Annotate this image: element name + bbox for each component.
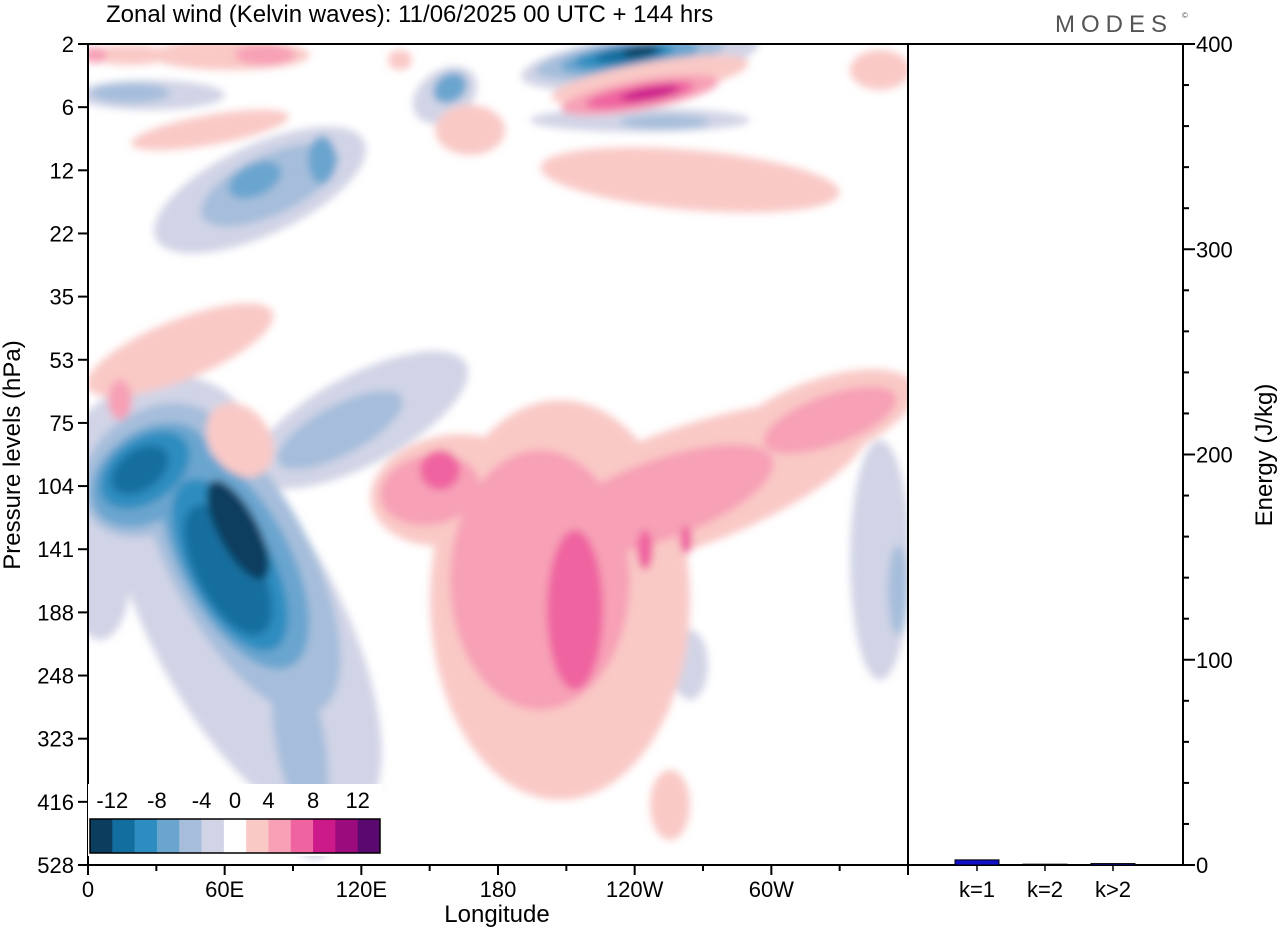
neg-wave-lower-contour	[271, 661, 329, 819]
pos-band-left-contour	[131, 109, 289, 151]
energy-y-tick-label: 0	[1196, 853, 1208, 878]
neg-wave-lower-contour	[277, 390, 403, 470]
pos-upper-right-contour	[88, 47, 107, 63]
neg-top-right-contour	[433, 72, 467, 104]
energy-bars	[954, 859, 1136, 866]
y-tick-label: 528	[37, 853, 74, 878]
y-tick-label: 416	[37, 790, 74, 815]
colorbar-swatch	[90, 819, 113, 853]
pos-upper-right-contour	[540, 147, 840, 213]
colorbar-swatch	[335, 819, 359, 853]
colorbar-swatch	[313, 819, 336, 853]
colorbar-label: -8	[147, 788, 167, 813]
colorbar-swatch	[112, 819, 136, 853]
colorbar-label: 12	[345, 788, 369, 813]
pos-wave-lower-contour	[546, 444, 774, 556]
neg-band-mid-contour	[308, 136, 336, 184]
energy-y-tick-label: 200	[1196, 443, 1233, 468]
pos-wave-lower-contour	[420, 450, 460, 490]
energy-axis-label: Energy (J/kg)	[1251, 384, 1278, 527]
neg-wave-lower-contour	[206, 480, 270, 580]
colorbar: -12 -8 -4 0 4 8 12	[88, 784, 382, 856]
pos-wave-lower-contour	[650, 770, 690, 840]
neg-wave-lower-contour	[111, 445, 169, 495]
energy-y-axis: 0 100 200 300 400	[1183, 32, 1233, 878]
pos-upper-right-contour	[850, 50, 908, 90]
colorbar-label: -4	[192, 788, 212, 813]
y-tick-label: 12	[50, 158, 74, 183]
energy-y-tick-label: 100	[1196, 648, 1233, 673]
energy-bar-k=1	[954, 859, 1000, 866]
colorbar-label: 4	[262, 788, 274, 813]
energy-y-tick-label: 400	[1196, 32, 1233, 57]
energy-x-tick-label: k=2	[1027, 877, 1063, 902]
colorbar-frame	[89, 818, 381, 854]
x-tick-label: 60E	[205, 877, 244, 902]
y-tick-label: 188	[37, 600, 74, 625]
energy-y-tick-label: 300	[1196, 237, 1233, 262]
y-tick-label: 35	[50, 285, 74, 310]
neg-right-lower-contour	[888, 545, 908, 635]
neg-band-mid-contour	[228, 161, 282, 199]
y-axis-label: Pressure levels (hPa)	[0, 340, 26, 569]
x-axis-label: Longitude	[444, 901, 549, 928]
energy-panel-frame	[907, 43, 1184, 866]
pos-upper-right-contour	[235, 45, 295, 65]
x-tick-label: 180	[480, 877, 517, 902]
x-tick-label: 0	[82, 877, 94, 902]
y-tick-label: 6	[62, 95, 74, 120]
pos-band-left-contour	[206, 402, 274, 478]
chart-title: Zonal wind (Kelvin waves): 11/06/2025 00…	[106, 1, 713, 28]
colorbar-swatch	[290, 819, 314, 853]
neg-top-left-contour	[90, 83, 170, 103]
pos-upper-right-contour	[620, 85, 680, 101]
colorbar-label: 8	[307, 788, 319, 813]
energy-x-axis: k=1 k=2 k>2	[959, 865, 1131, 902]
heatmap-y-axis: 2 6 12 22 35 53 75 104 141 188 248 323 416 528	[37, 32, 88, 878]
x-tick-label: 60W	[749, 877, 794, 902]
pos-band-left-contour	[88, 303, 274, 397]
y-tick-label: 53	[50, 348, 74, 373]
pos-upper-right-contour	[90, 45, 170, 65]
pos-wave-lower-contour	[547, 530, 603, 690]
heatmap-x-axis: 0 60E 120E 180 120W 60W	[82, 865, 909, 902]
pos-upper-right-contour	[388, 50, 412, 70]
neg-wave-lower-contour	[183, 504, 273, 636]
brand-mark: ©	[1182, 11, 1188, 20]
pos-upper-right-contour	[435, 105, 505, 155]
colorbar-swatch	[246, 819, 269, 853]
colorbar-label: 0	[229, 788, 241, 813]
y-tick-label: 248	[37, 664, 74, 689]
colorbar-swatch	[223, 819, 247, 853]
colorbar-label: -12	[96, 788, 128, 813]
energy-x-tick-label: k>2	[1095, 877, 1131, 902]
colorbar-swatch	[156, 819, 180, 853]
colorbar-swatch	[179, 819, 203, 853]
pos-wave-lower-contour	[763, 386, 897, 454]
y-tick-label: 75	[50, 411, 74, 436]
brand-logo: MODES	[1055, 11, 1173, 38]
energy-x-tick-label: k=1	[959, 877, 995, 902]
energy-bar-k>2	[1090, 863, 1136, 866]
x-tick-label: 120E	[336, 877, 387, 902]
y-tick-label: 2	[62, 32, 74, 57]
heatmap-field	[88, 44, 908, 865]
y-tick-label: 104	[37, 474, 74, 499]
y-tick-label: 323	[37, 727, 74, 752]
pos-wave-lower-contour	[637, 530, 653, 570]
colorbar-swatch	[357, 819, 381, 853]
neg-wave-lower-contour	[88, 520, 130, 640]
y-tick-label: 141	[37, 537, 74, 562]
neg-top-right-contour	[620, 115, 710, 129]
colorbar-swatch	[201, 819, 225, 853]
neg-top-right-contour	[622, 45, 658, 57]
pos-band-left-contour	[108, 380, 132, 420]
y-tick-label: 22	[50, 221, 74, 246]
x-tick-label: 120W	[606, 877, 664, 902]
pos-wave-lower-contour	[680, 526, 692, 554]
colorbar-swatch	[268, 819, 292, 853]
colorbar-swatch	[134, 819, 158, 853]
